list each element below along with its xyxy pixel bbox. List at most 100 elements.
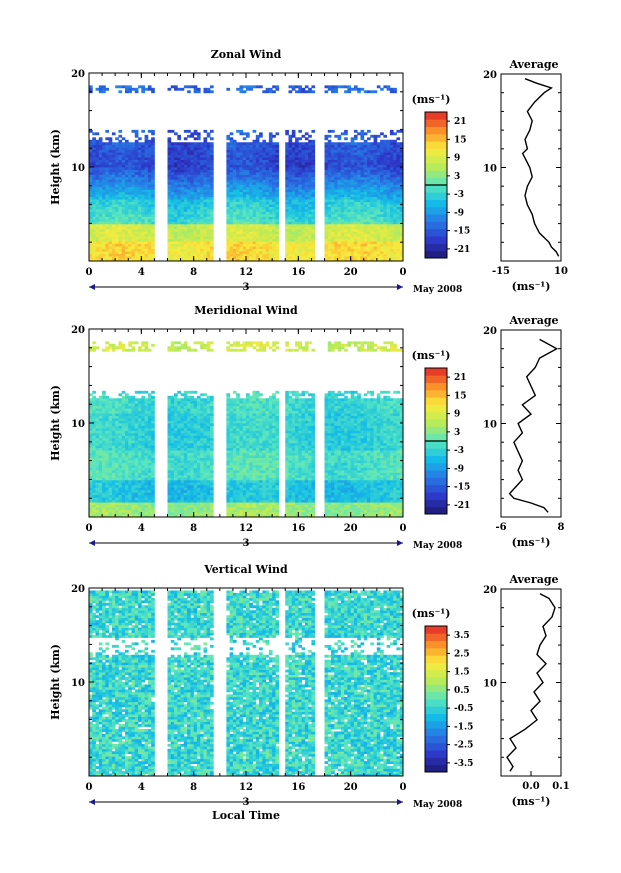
heatmap-cell — [344, 167, 348, 170]
heatmap-cell — [373, 144, 378, 148]
heatmap-cell — [108, 420, 113, 424]
heatmap-cell — [396, 209, 401, 212]
heatmap-cell — [111, 238, 116, 242]
heatmap-cell — [285, 251, 289, 254]
heatmap-cell — [396, 149, 401, 153]
heatmap-cell — [288, 181, 293, 185]
heatmap-cell — [272, 90, 276, 94]
heatmap-cell — [380, 194, 384, 198]
heatmap-cell — [190, 194, 195, 198]
heatmap-cell — [363, 149, 368, 153]
heatmap-cell — [236, 238, 240, 242]
heatmap-cell — [252, 179, 257, 183]
heatmap-cell — [389, 132, 394, 136]
heatmap-cell — [170, 194, 175, 198]
heatmap-cell — [170, 248, 175, 252]
heatmap-cell — [331, 246, 335, 250]
heatmap-cell — [170, 181, 175, 185]
colorbar-tick-label: -15 — [454, 227, 470, 237]
heatmap-cell — [259, 218, 263, 222]
heatmap-cell — [206, 206, 211, 210]
heatmap-cell — [399, 211, 404, 215]
heatmap-cell — [134, 144, 139, 148]
heatmap-cell — [275, 216, 280, 220]
heatmap-cell — [396, 199, 401, 203]
heatmap-cell — [236, 184, 240, 188]
heatmap-cell — [383, 174, 388, 178]
heatmap-cell — [170, 253, 175, 257]
heatmap-cell — [111, 470, 116, 473]
heatmap-cell — [275, 154, 280, 158]
heatmap-cell — [131, 157, 136, 160]
heatmap-cell — [105, 171, 110, 175]
heatmap-cell — [118, 455, 123, 459]
heatmap-cell — [265, 176, 270, 180]
heatmap-cell — [203, 179, 208, 183]
heatmap-cell — [340, 209, 345, 212]
heatmap-cell — [353, 152, 358, 156]
heatmap-cell — [308, 186, 312, 190]
heatmap-cell — [242, 209, 247, 212]
heatmap-cell — [111, 167, 116, 170]
heatmap-cell — [102, 432, 106, 436]
heatmap-cell — [108, 154, 113, 158]
heatmap-cell — [311, 186, 316, 190]
heatmap-cell — [187, 231, 191, 235]
heatmap-cell — [262, 204, 267, 207]
heatmap-cell — [200, 258, 204, 262]
heatmap-cell — [373, 191, 378, 195]
heatmap-cell — [121, 390, 126, 394]
heatmap-cell — [246, 179, 250, 183]
heatmap-cell — [105, 482, 110, 486]
heatmap-cell — [92, 398, 96, 402]
heatmap-cell — [124, 189, 129, 193]
heatmap-cell — [383, 251, 388, 254]
heatmap-cell — [111, 484, 116, 488]
heatmap-cell — [350, 216, 355, 220]
heatmap-cell — [226, 204, 231, 207]
heatmap-cell — [210, 152, 214, 156]
heatmap-cell — [376, 241, 381, 245]
heatmap-cell — [311, 189, 316, 193]
heatmap-cell — [304, 241, 309, 245]
heatmap-cell — [304, 174, 309, 178]
heatmap-cell — [210, 184, 214, 188]
heatmap-cell — [347, 233, 352, 237]
heatmap-cell — [134, 176, 139, 180]
heatmap-cell — [327, 216, 332, 220]
heatmap-cell — [108, 507, 113, 510]
heatmap-cell — [167, 228, 172, 232]
heatmap-cell — [89, 231, 93, 235]
heatmap-cell — [295, 176, 299, 180]
heatmap-cell — [108, 450, 113, 454]
heatmap-cell — [102, 214, 106, 217]
heatmap-cell — [180, 231, 185, 235]
heatmap-cell — [124, 90, 129, 94]
heatmap-cell — [327, 152, 332, 156]
heatmap-cell — [304, 201, 309, 205]
heatmap-cell — [92, 216, 96, 220]
heatmap-cell — [187, 134, 191, 138]
heatmap-cell — [252, 251, 257, 254]
heatmap-cell — [187, 142, 191, 146]
heatmap-cell — [111, 408, 116, 412]
heatmap-cell — [128, 196, 132, 200]
heatmap-cell — [396, 236, 401, 240]
heatmap-cell — [210, 194, 214, 198]
heatmap-cell — [174, 152, 178, 156]
heatmap-cell — [121, 159, 126, 163]
heatmap-cell — [105, 420, 110, 424]
heatmap-cell — [102, 258, 106, 262]
heatmap-cell — [393, 201, 397, 205]
heatmap-cell — [262, 209, 267, 212]
heatmap-cell — [177, 253, 181, 257]
heatmap-cell — [337, 176, 342, 180]
heatmap-cell — [383, 236, 388, 240]
heatmap-cell — [203, 87, 208, 91]
heatmap-cell — [226, 246, 231, 250]
heatmap-cell — [389, 164, 394, 168]
heatmap-cell — [98, 450, 103, 454]
heatmap-cell — [167, 209, 172, 212]
heatmap-cell — [232, 214, 237, 217]
heatmap-cell — [95, 181, 100, 185]
